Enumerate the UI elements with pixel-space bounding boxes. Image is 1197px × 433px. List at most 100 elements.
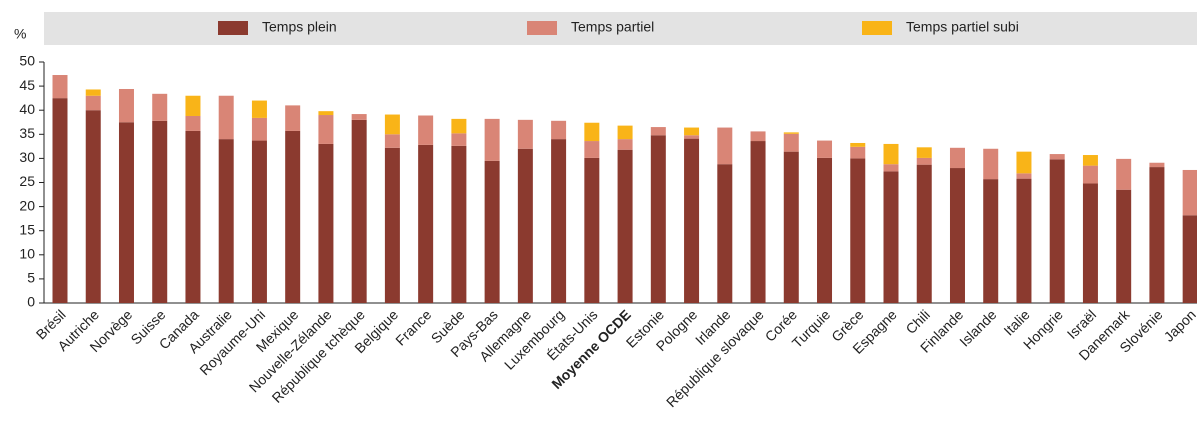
bar-segment — [783, 133, 799, 152]
bar-segment — [949, 147, 965, 169]
bar-segment — [517, 148, 533, 303]
y-tick-label: 40 — [19, 101, 35, 117]
bar-segment — [451, 145, 467, 303]
bar-segment — [1082, 155, 1098, 166]
bar-segment — [1016, 151, 1032, 174]
bar-segment — [783, 151, 799, 303]
bar-segment — [85, 95, 101, 111]
bar-segment — [1016, 173, 1032, 179]
bar-segment — [883, 164, 899, 172]
bar-segment — [517, 119, 533, 149]
legend-swatch — [218, 21, 248, 35]
bar-segment — [1082, 183, 1098, 303]
bar-segment — [1082, 165, 1098, 184]
bar-segment — [850, 142, 866, 147]
legend-label: Temps plein — [262, 19, 337, 35]
legend-label: Temps partiel — [571, 19, 654, 35]
bar-segment — [883, 143, 899, 165]
bar-segment — [817, 140, 833, 158]
bar-segment — [318, 143, 334, 303]
bar-segment — [52, 75, 68, 99]
bar-segment — [617, 125, 633, 140]
bar-segment — [384, 147, 400, 303]
bar-segment — [684, 135, 700, 139]
legend-swatch — [527, 21, 557, 35]
bar-segment — [185, 115, 201, 131]
bar-segment — [118, 122, 134, 303]
bar-segment — [152, 93, 168, 121]
bar-segment — [218, 95, 234, 140]
x-tick-label: France — [392, 306, 434, 348]
bar-segment — [451, 133, 467, 146]
bar-segment — [717, 164, 733, 303]
bar-segment — [717, 127, 733, 165]
bar-segment — [384, 134, 400, 148]
bar-segment — [85, 110, 101, 303]
bar-segment — [1116, 189, 1132, 303]
bar-segment — [850, 146, 866, 159]
bar-segment — [418, 115, 434, 145]
bar-segment — [1116, 158, 1132, 190]
bar-segment — [484, 118, 500, 161]
legend-label: Temps partiel subi — [906, 19, 1019, 35]
y-tick-label: 0 — [27, 294, 35, 310]
bar-segment — [617, 139, 633, 150]
bar-segment — [285, 130, 301, 303]
bar-segment — [551, 139, 567, 303]
bar-segment — [617, 149, 633, 303]
x-tick-label: Islande — [956, 306, 999, 349]
bar-segment — [1049, 159, 1065, 303]
y-tick-label: 30 — [19, 149, 35, 165]
y-tick-label: 35 — [19, 125, 35, 141]
bar-segment — [118, 88, 134, 123]
legend-swatch — [862, 21, 892, 35]
bar-segment — [750, 141, 766, 303]
bar-segment — [384, 114, 400, 135]
bar-segment — [983, 179, 999, 303]
bar-segment — [185, 130, 201, 303]
bar-segment — [1149, 167, 1165, 303]
x-tick-label: Turquie — [789, 306, 834, 351]
bar-segment — [251, 117, 267, 141]
unit-label: % — [14, 26, 26, 42]
bar-segment — [1182, 169, 1197, 216]
bar-segment — [584, 157, 600, 303]
bar-segment — [783, 132, 799, 134]
bar-segment — [85, 89, 101, 96]
bar-segment — [916, 147, 932, 158]
bar-segment — [451, 118, 467, 134]
bar-segment — [949, 168, 965, 303]
bar-segment — [1049, 154, 1065, 160]
bar-segment — [251, 100, 267, 118]
bar-segment — [650, 135, 666, 303]
bar-segment — [916, 164, 932, 303]
bar-segment — [584, 122, 600, 142]
bar-segment — [650, 127, 666, 136]
bar-segment — [1149, 162, 1165, 168]
bar-segment — [484, 160, 500, 303]
bar-segment — [551, 120, 567, 140]
y-tick-label: 5 — [27, 270, 35, 286]
bar-segment — [1182, 215, 1197, 303]
bar-segment — [351, 114, 367, 120]
bar-segment — [850, 158, 866, 303]
bar-segment — [418, 144, 434, 303]
bar-segment — [152, 120, 168, 303]
bar-segment — [251, 140, 267, 303]
y-tick-label: 45 — [19, 77, 35, 93]
bar-segment — [684, 138, 700, 303]
y-tick-label: 50 — [19, 53, 35, 69]
bar-segment — [52, 98, 68, 304]
y-tick-label: 10 — [19, 246, 35, 262]
bar-segment — [351, 119, 367, 303]
x-tick-label: Japon — [1161, 306, 1197, 344]
bar-segment — [883, 171, 899, 303]
y-tick-label: 20 — [19, 197, 35, 213]
y-tick-label: 25 — [19, 173, 35, 189]
bar-segment — [185, 95, 201, 116]
bar-segment — [1016, 178, 1032, 303]
bar-segment — [983, 148, 999, 180]
bar-segment — [285, 105, 301, 131]
bar-segment — [684, 127, 700, 136]
